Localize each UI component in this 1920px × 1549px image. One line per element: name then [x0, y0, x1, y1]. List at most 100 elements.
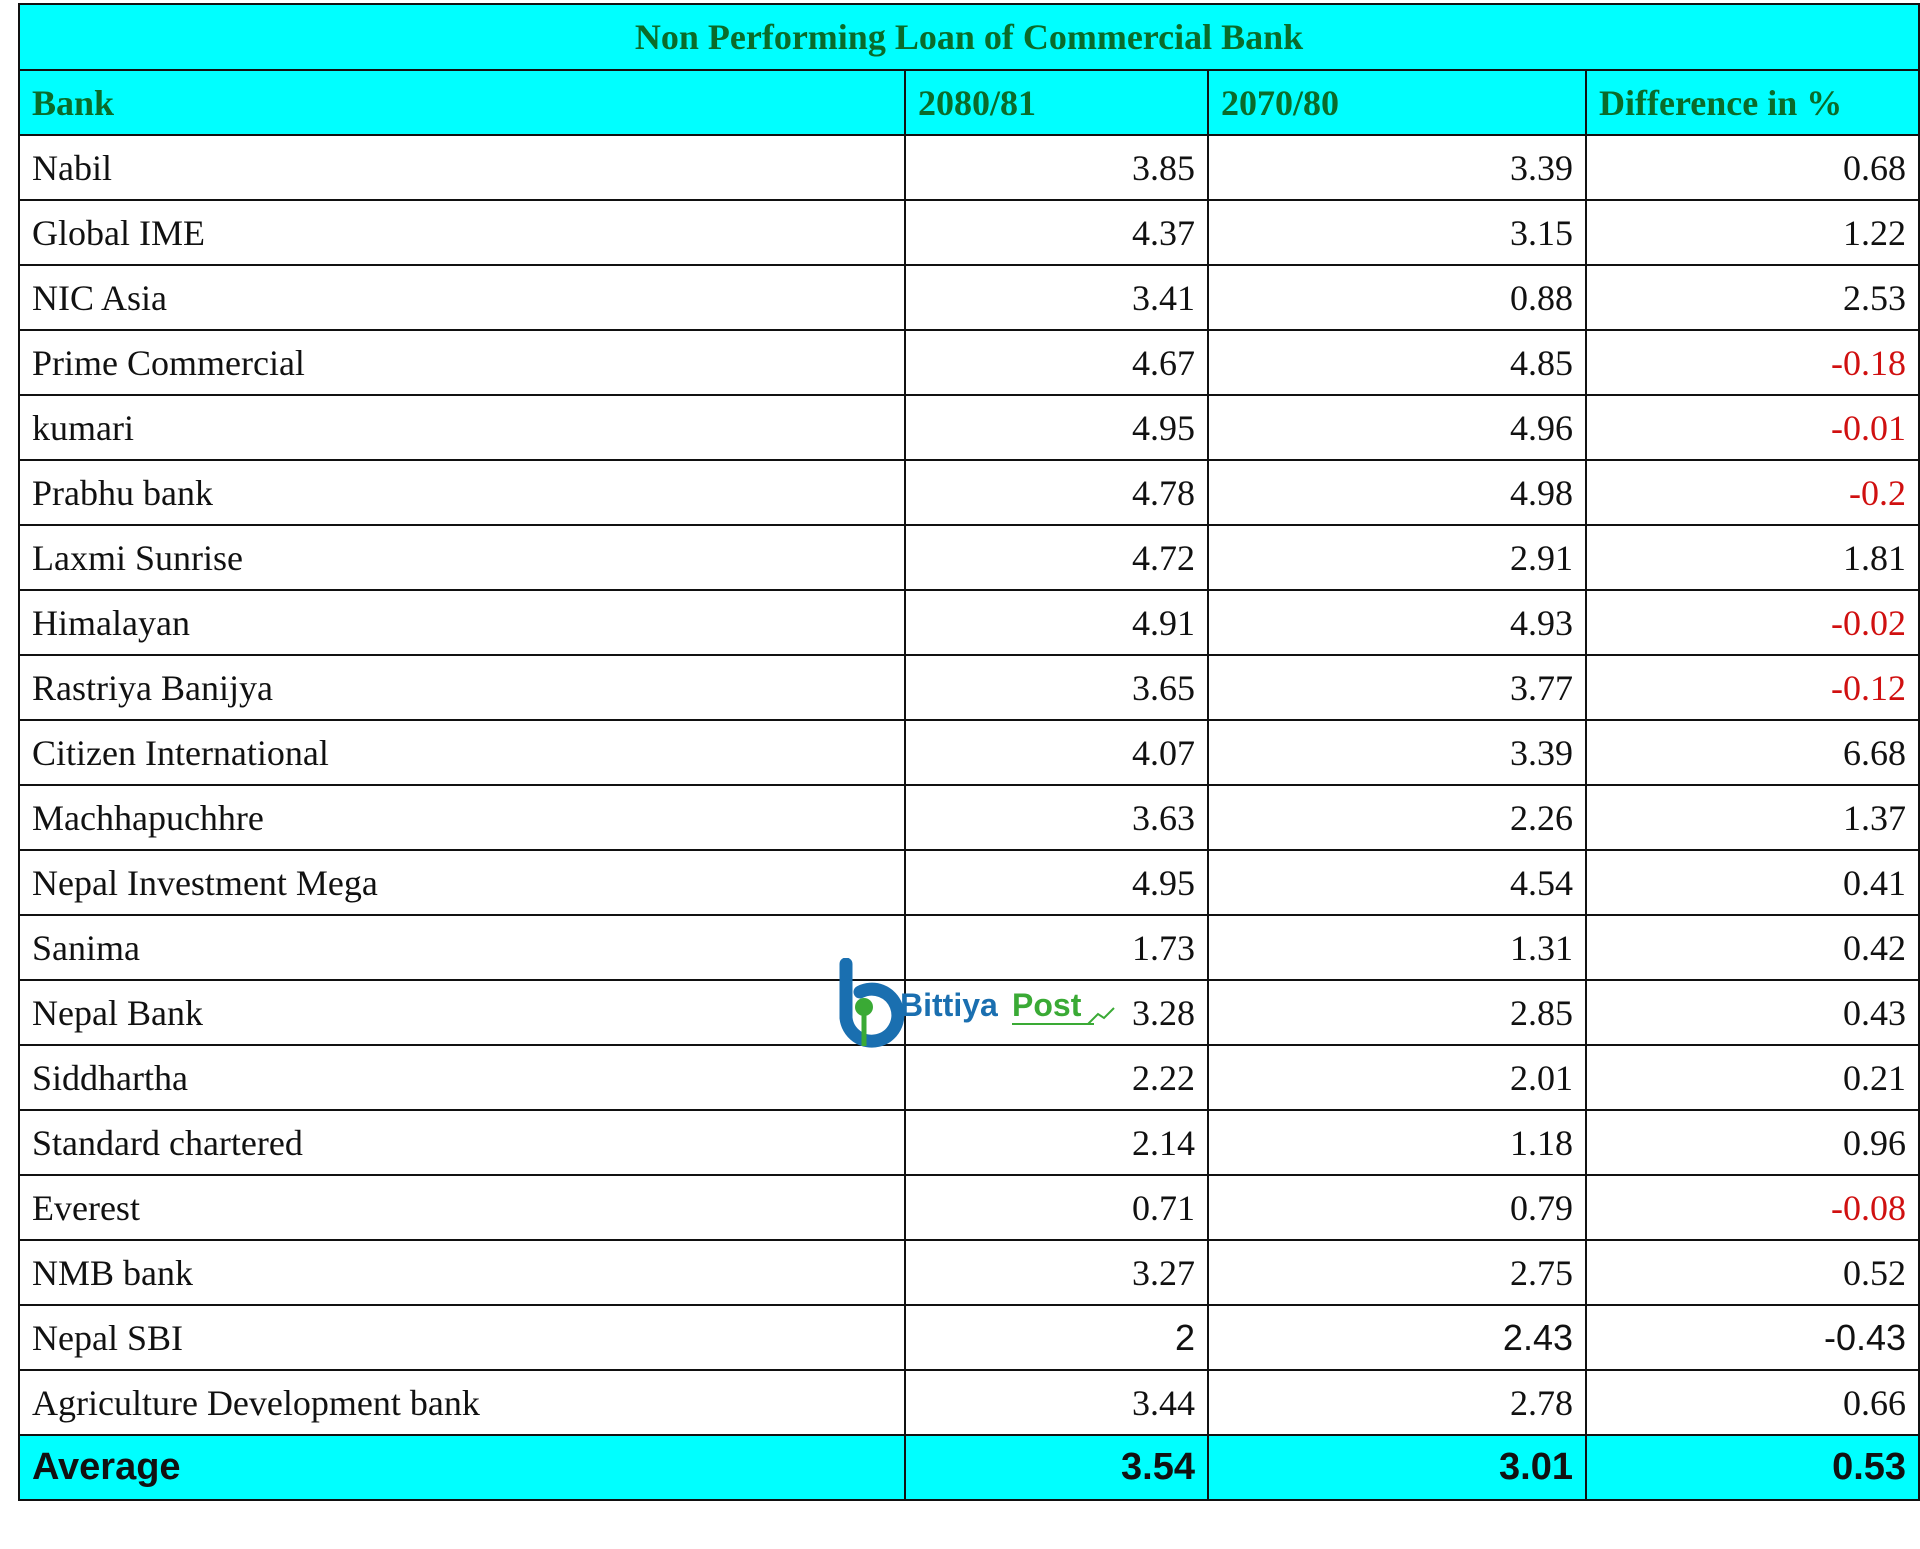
difference: 0.96	[1584, 1109, 1920, 1176]
bank-name: NMB bank	[18, 1239, 906, 1306]
difference: 2.53	[1584, 264, 1920, 331]
bank-name: Himalayan	[18, 589, 906, 656]
npl-2080-81: 1.73	[904, 914, 1209, 981]
table-row: Rastriya Banijya 3.65 3.77 -0.12	[18, 654, 1920, 721]
table-row: Prime Commercial 4.67 4.85 -0.18	[18, 329, 1920, 396]
table-row: Nabil 3.85 3.39 0.68	[18, 134, 1920, 201]
npl-2080-81: 4.78	[904, 459, 1209, 526]
npl-2080-81: 4.95	[904, 394, 1209, 461]
difference: 0.41	[1584, 849, 1920, 916]
bank-name: Prabhu bank	[18, 459, 906, 526]
difference: 1.22	[1584, 199, 1920, 266]
table-row: Machhapuchhre 3.63 2.26 1.37	[18, 784, 1920, 851]
table-row: kumari 4.95 4.96 -0.01	[18, 394, 1920, 461]
npl-2080-81: 2.22	[904, 1044, 1209, 1111]
bank-name: Sanima	[18, 914, 906, 981]
title-row: Non Performing Loan of Commercial Bank	[17, 3, 1920, 71]
npl-2070-80: 4.98	[1207, 459, 1587, 526]
table-row: NMB bank 3.27 2.75 0.52	[18, 1239, 1920, 1306]
bank-name: Siddhartha	[18, 1044, 906, 1111]
table-row: Global IME 4.37 3.15 1.22	[18, 199, 1920, 266]
bank-name: Nepal Investment Mega	[18, 849, 906, 916]
npl-2080-81: 0.71	[904, 1174, 1209, 1241]
bank-name: NIC Asia	[18, 264, 906, 331]
bank-name: Nepal Bank	[18, 979, 906, 1046]
npl-2080-81: 4.72	[904, 524, 1209, 591]
average-2080-81: 3.54	[904, 1434, 1209, 1501]
npl-2070-80: 3.39	[1207, 719, 1587, 786]
table-row: Sanima 1.73 1.31 0.42	[18, 914, 1920, 981]
difference: -0.43	[1584, 1304, 1920, 1371]
header-bank: Bank	[18, 69, 906, 136]
average-difference: 0.53	[1584, 1434, 1920, 1501]
npl-2070-80: 3.77	[1207, 654, 1587, 721]
bank-name: kumari	[18, 394, 906, 461]
header-2080-81: 2080/81	[904, 69, 1209, 136]
bank-name: Prime Commercial	[18, 329, 906, 396]
difference: 0.52	[1584, 1239, 1920, 1306]
average-label: Average	[18, 1434, 906, 1501]
npl-2070-80: 1.18	[1207, 1109, 1587, 1176]
header-row: Bank 2080/81 2070/80 Difference in %	[18, 69, 1920, 136]
npl-2070-80: 2.43	[1207, 1304, 1587, 1371]
bank-name: Laxmi Sunrise	[18, 524, 906, 591]
table-row: Laxmi Sunrise 4.72 2.91 1.81	[18, 524, 1920, 591]
npl-2080-81: 4.37	[904, 199, 1209, 266]
difference: 0.66	[1584, 1369, 1920, 1436]
npl-2080-81: 3.65	[904, 654, 1209, 721]
difference: -0.18	[1584, 329, 1920, 396]
table-body: Nabil 3.85 3.39 0.68 Global IME 4.37 3.15 1.22 N…	[18, 134, 1920, 1436]
bank-name: Global IME	[18, 199, 906, 266]
npl-2070-80: 3.39	[1207, 134, 1587, 201]
npl-table-container: Non Performing Loan of Commercial Bank B…	[17, 3, 1920, 1501]
table-row: Citizen International 4.07 3.39 6.68	[18, 719, 1920, 786]
table-row: Agriculture Development bank 3.44 2.78 0.66	[18, 1369, 1920, 1436]
npl-table: Non Performing Loan of Commercial Bank B…	[17, 3, 1920, 1501]
npl-2070-80: 1.31	[1207, 914, 1587, 981]
average-2070-80: 3.01	[1207, 1434, 1587, 1501]
difference: -0.2	[1584, 459, 1920, 526]
npl-2080-81: 3.41	[904, 264, 1209, 331]
bank-name: Standard chartered	[18, 1109, 906, 1176]
npl-2070-80: 4.85	[1207, 329, 1587, 396]
table-title: Non Performing Loan of Commercial Bank	[17, 3, 1920, 71]
npl-2070-80: 2.26	[1207, 784, 1587, 851]
npl-2080-81: 4.07	[904, 719, 1209, 786]
npl-2070-80: 0.79	[1207, 1174, 1587, 1241]
npl-2070-80: 4.54	[1207, 849, 1587, 916]
bank-name: Everest	[18, 1174, 906, 1241]
table-row: Himalayan 4.91 4.93 -0.02	[18, 589, 1920, 656]
npl-2070-80: 2.85	[1207, 979, 1587, 1046]
npl-2070-80: 0.88	[1207, 264, 1587, 331]
table-row: Nepal SBI 2 2.43 -0.43	[18, 1304, 1920, 1371]
npl-2070-80: 2.78	[1207, 1369, 1587, 1436]
difference: -0.12	[1584, 654, 1920, 721]
npl-2080-81: 4.91	[904, 589, 1209, 656]
npl-2080-81: 3.44	[904, 1369, 1209, 1436]
difference: 0.68	[1584, 134, 1920, 201]
npl-2080-81: 3.27	[904, 1239, 1209, 1306]
table-row: Nepal Bank 3.28 2.85 0.43	[18, 979, 1920, 1046]
npl-2080-81: 3.85	[904, 134, 1209, 201]
header-2070-80: 2070/80	[1207, 69, 1587, 136]
table-row: NIC Asia 3.41 0.88 2.53	[18, 264, 1920, 331]
npl-2080-81: 3.28	[904, 979, 1209, 1046]
difference: 0.43	[1584, 979, 1920, 1046]
difference: 6.68	[1584, 719, 1920, 786]
npl-2080-81: 2.14	[904, 1109, 1209, 1176]
header-difference: Difference in %	[1584, 69, 1920, 136]
npl-2080-81: 4.95	[904, 849, 1209, 916]
npl-2070-80: 2.91	[1207, 524, 1587, 591]
difference: 1.81	[1584, 524, 1920, 591]
table-row: Nepal Investment Mega 4.95 4.54 0.41	[18, 849, 1920, 916]
table-row: Everest 0.71 0.79 -0.08	[18, 1174, 1920, 1241]
difference: -0.01	[1584, 394, 1920, 461]
npl-2080-81: 3.63	[904, 784, 1209, 851]
bank-name: Citizen International	[18, 719, 906, 786]
table-row: Prabhu bank 4.78 4.98 -0.2	[18, 459, 1920, 526]
npl-2080-81: 4.67	[904, 329, 1209, 396]
npl-2070-80: 2.75	[1207, 1239, 1587, 1306]
difference: 1.37	[1584, 784, 1920, 851]
npl-2070-80: 2.01	[1207, 1044, 1587, 1111]
table-row: Siddhartha 2.22 2.01 0.21	[18, 1044, 1920, 1111]
